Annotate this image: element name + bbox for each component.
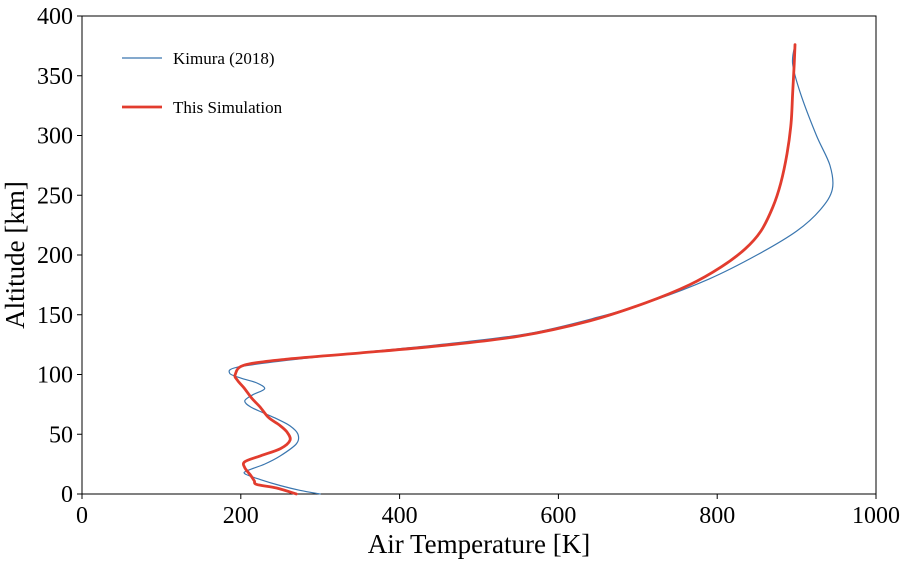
y-axis-ticks: 0 50 100 150 200 250 300 350 400 — [37, 4, 82, 508]
series-layer — [228, 43, 834, 496]
legend: Kimura (2018) This Simulation — [122, 49, 283, 117]
x-axis-ticks: 0 200 400 600 800 1000 — [76, 494, 900, 529]
y-tick-label: 50 — [49, 422, 73, 448]
y-tick-label: 350 — [37, 64, 73, 90]
x-tick-label: 800 — [699, 503, 735, 529]
series-line-kimura — [228, 44, 834, 495]
x-tick-label: 200 — [223, 503, 259, 529]
y-tick-label: 400 — [37, 4, 73, 30]
y-tick-label: 100 — [37, 363, 73, 389]
series-line-simulation — [233, 43, 797, 496]
x-tick-label: 0 — [76, 503, 88, 529]
y-tick-label: 300 — [37, 124, 73, 150]
y-tick-label: 150 — [37, 303, 73, 329]
legend-label-simulation: This Simulation — [173, 98, 283, 117]
y-axis-label: Altitude [km] — [0, 181, 30, 329]
x-tick-label: 1000 — [852, 503, 900, 529]
y-tick-label: 200 — [37, 243, 73, 269]
x-tick-label: 600 — [540, 503, 576, 529]
x-axis-label: Air Temperature [K] — [368, 529, 591, 559]
y-tick-label: 0 — [61, 482, 73, 508]
y-tick-label: 250 — [37, 183, 73, 209]
x-tick-label: 400 — [382, 503, 418, 529]
legend-label-kimura: Kimura (2018) — [173, 49, 275, 68]
